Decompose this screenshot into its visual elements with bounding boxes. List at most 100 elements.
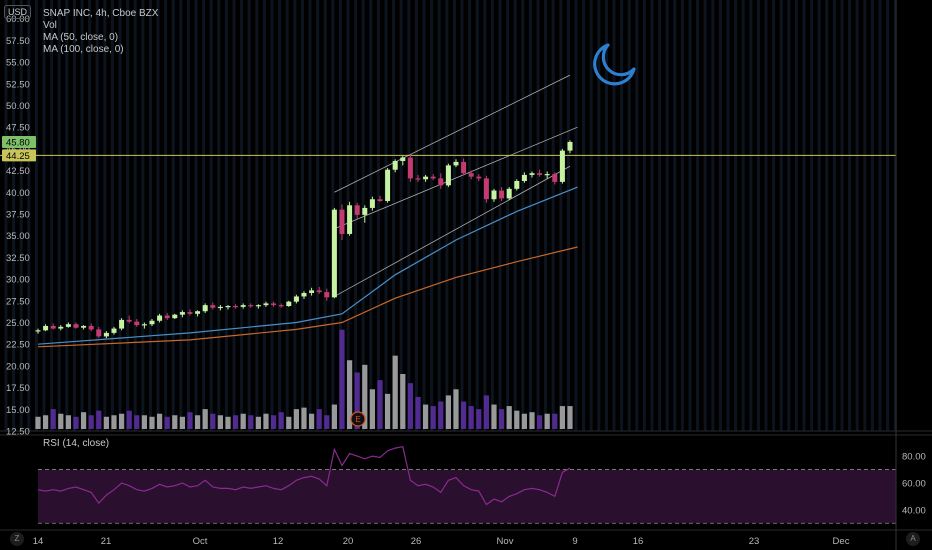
candle bbox=[537, 169, 543, 177]
candle-body bbox=[58, 326, 64, 329]
auto-scale-button[interactable]: A bbox=[906, 532, 920, 546]
volume-bar bbox=[134, 415, 140, 429]
candle-body bbox=[103, 332, 109, 337]
candle bbox=[172, 313, 178, 320]
horizontal-line-tag-bg bbox=[2, 149, 36, 162]
candle-body bbox=[73, 324, 79, 328]
candle bbox=[202, 303, 208, 313]
candle-body bbox=[301, 292, 307, 297]
volume-bar bbox=[445, 395, 451, 429]
candle-body bbox=[385, 169, 391, 201]
candle bbox=[552, 172, 558, 185]
volume-bar bbox=[567, 406, 573, 429]
last-price-tag: 45.80 bbox=[2, 135, 36, 148]
price-axis: 60.0057.5055.0052.5050.0047.5045.0042.50… bbox=[6, 14, 30, 437]
volume-bar bbox=[195, 415, 201, 429]
candle bbox=[126, 315, 132, 324]
volume-bar bbox=[392, 355, 398, 429]
candle-body bbox=[157, 315, 163, 321]
volume-bar bbox=[65, 415, 71, 429]
volume-bar bbox=[73, 416, 79, 429]
volume-bar bbox=[559, 406, 565, 429]
candle-body bbox=[164, 315, 170, 319]
volume-bar bbox=[476, 409, 482, 429]
rsi-tick-label: 60.00 bbox=[902, 479, 926, 490]
volume-bar bbox=[81, 412, 87, 429]
zoom-toggle-button[interactable]: Z bbox=[10, 532, 24, 546]
candle bbox=[286, 300, 292, 307]
price-tick-label: 20.00 bbox=[6, 361, 30, 372]
candle bbox=[430, 174, 436, 181]
price-tick-label: 47.50 bbox=[6, 123, 30, 134]
candle bbox=[499, 187, 505, 201]
candle bbox=[453, 159, 459, 168]
candle-body bbox=[255, 305, 261, 307]
candle bbox=[164, 312, 170, 320]
candle-body bbox=[126, 319, 132, 322]
ma50-legend[interactable]: MA (50, close, 0) bbox=[43, 32, 119, 43]
volume-bar bbox=[248, 415, 254, 429]
currency-badge[interactable]: USD bbox=[4, 5, 32, 19]
candle-body bbox=[529, 173, 535, 175]
candle bbox=[415, 174, 421, 182]
price-tick-label: 57.50 bbox=[6, 36, 30, 47]
time-tick-label: 9 bbox=[572, 536, 577, 547]
candle bbox=[544, 171, 550, 179]
symbol-title[interactable]: SNAP INC, 4h, Cboe BZX bbox=[43, 8, 159, 19]
volume-bar bbox=[240, 413, 246, 429]
volume-bar bbox=[35, 416, 41, 429]
time-tick-label: 12 bbox=[273, 536, 284, 547]
price-tick-label: 35.00 bbox=[6, 231, 30, 242]
volume-bar bbox=[316, 409, 322, 429]
volume-bar bbox=[331, 404, 337, 429]
volume-bar bbox=[521, 413, 527, 429]
volume-bar bbox=[415, 396, 421, 429]
ma100-legend[interactable]: MA (100, close, 0) bbox=[43, 44, 124, 55]
earnings-marker-icon[interactable]: E bbox=[350, 411, 366, 427]
price-tick-label: 42.50 bbox=[6, 166, 30, 177]
candle-body bbox=[461, 161, 467, 174]
rsi-tick-label: 80.00 bbox=[902, 452, 926, 463]
ma100-line bbox=[37, 246, 578, 348]
candle-body bbox=[339, 209, 345, 234]
candle-body bbox=[50, 325, 56, 329]
candle-body bbox=[172, 314, 178, 319]
candle bbox=[119, 318, 125, 331]
candle bbox=[35, 328, 41, 334]
volume-bar bbox=[103, 416, 109, 429]
volume-bar bbox=[461, 401, 467, 429]
volume-bar bbox=[210, 413, 216, 429]
volume-bar bbox=[529, 412, 535, 429]
volume-bars bbox=[35, 329, 573, 429]
price-tick-label: 27.50 bbox=[6, 296, 30, 307]
candle-body bbox=[225, 306, 231, 308]
volume-bar bbox=[324, 415, 330, 429]
volume-bar bbox=[499, 409, 505, 429]
volume-bar bbox=[453, 389, 459, 429]
volume-legend[interactable]: Vol bbox=[43, 20, 57, 31]
volume-bar bbox=[271, 415, 277, 429]
volume-bar bbox=[506, 406, 512, 429]
channel-line bbox=[334, 74, 571, 193]
rsi-legend[interactable]: RSI (14, close) bbox=[43, 438, 110, 449]
candle-body bbox=[248, 305, 254, 307]
volume-bar bbox=[157, 413, 163, 429]
price-tags: 45.80 44.25 bbox=[2, 135, 36, 162]
crescent-moon-icon bbox=[593, 43, 636, 86]
volume-bar bbox=[301, 407, 307, 429]
volume-bar bbox=[111, 415, 117, 429]
candle bbox=[529, 171, 535, 178]
candle bbox=[271, 301, 277, 307]
volume-bar bbox=[286, 416, 292, 429]
price-tick-label: 15.00 bbox=[6, 405, 30, 416]
candle bbox=[309, 287, 315, 296]
volume-bar bbox=[217, 415, 223, 429]
candle bbox=[225, 305, 231, 310]
volume-bar bbox=[58, 413, 64, 429]
candle bbox=[187, 309, 193, 316]
candle bbox=[195, 310, 201, 317]
candle-body bbox=[195, 311, 201, 314]
candle bbox=[141, 322, 147, 329]
earnings-marker-label: E bbox=[355, 415, 360, 424]
